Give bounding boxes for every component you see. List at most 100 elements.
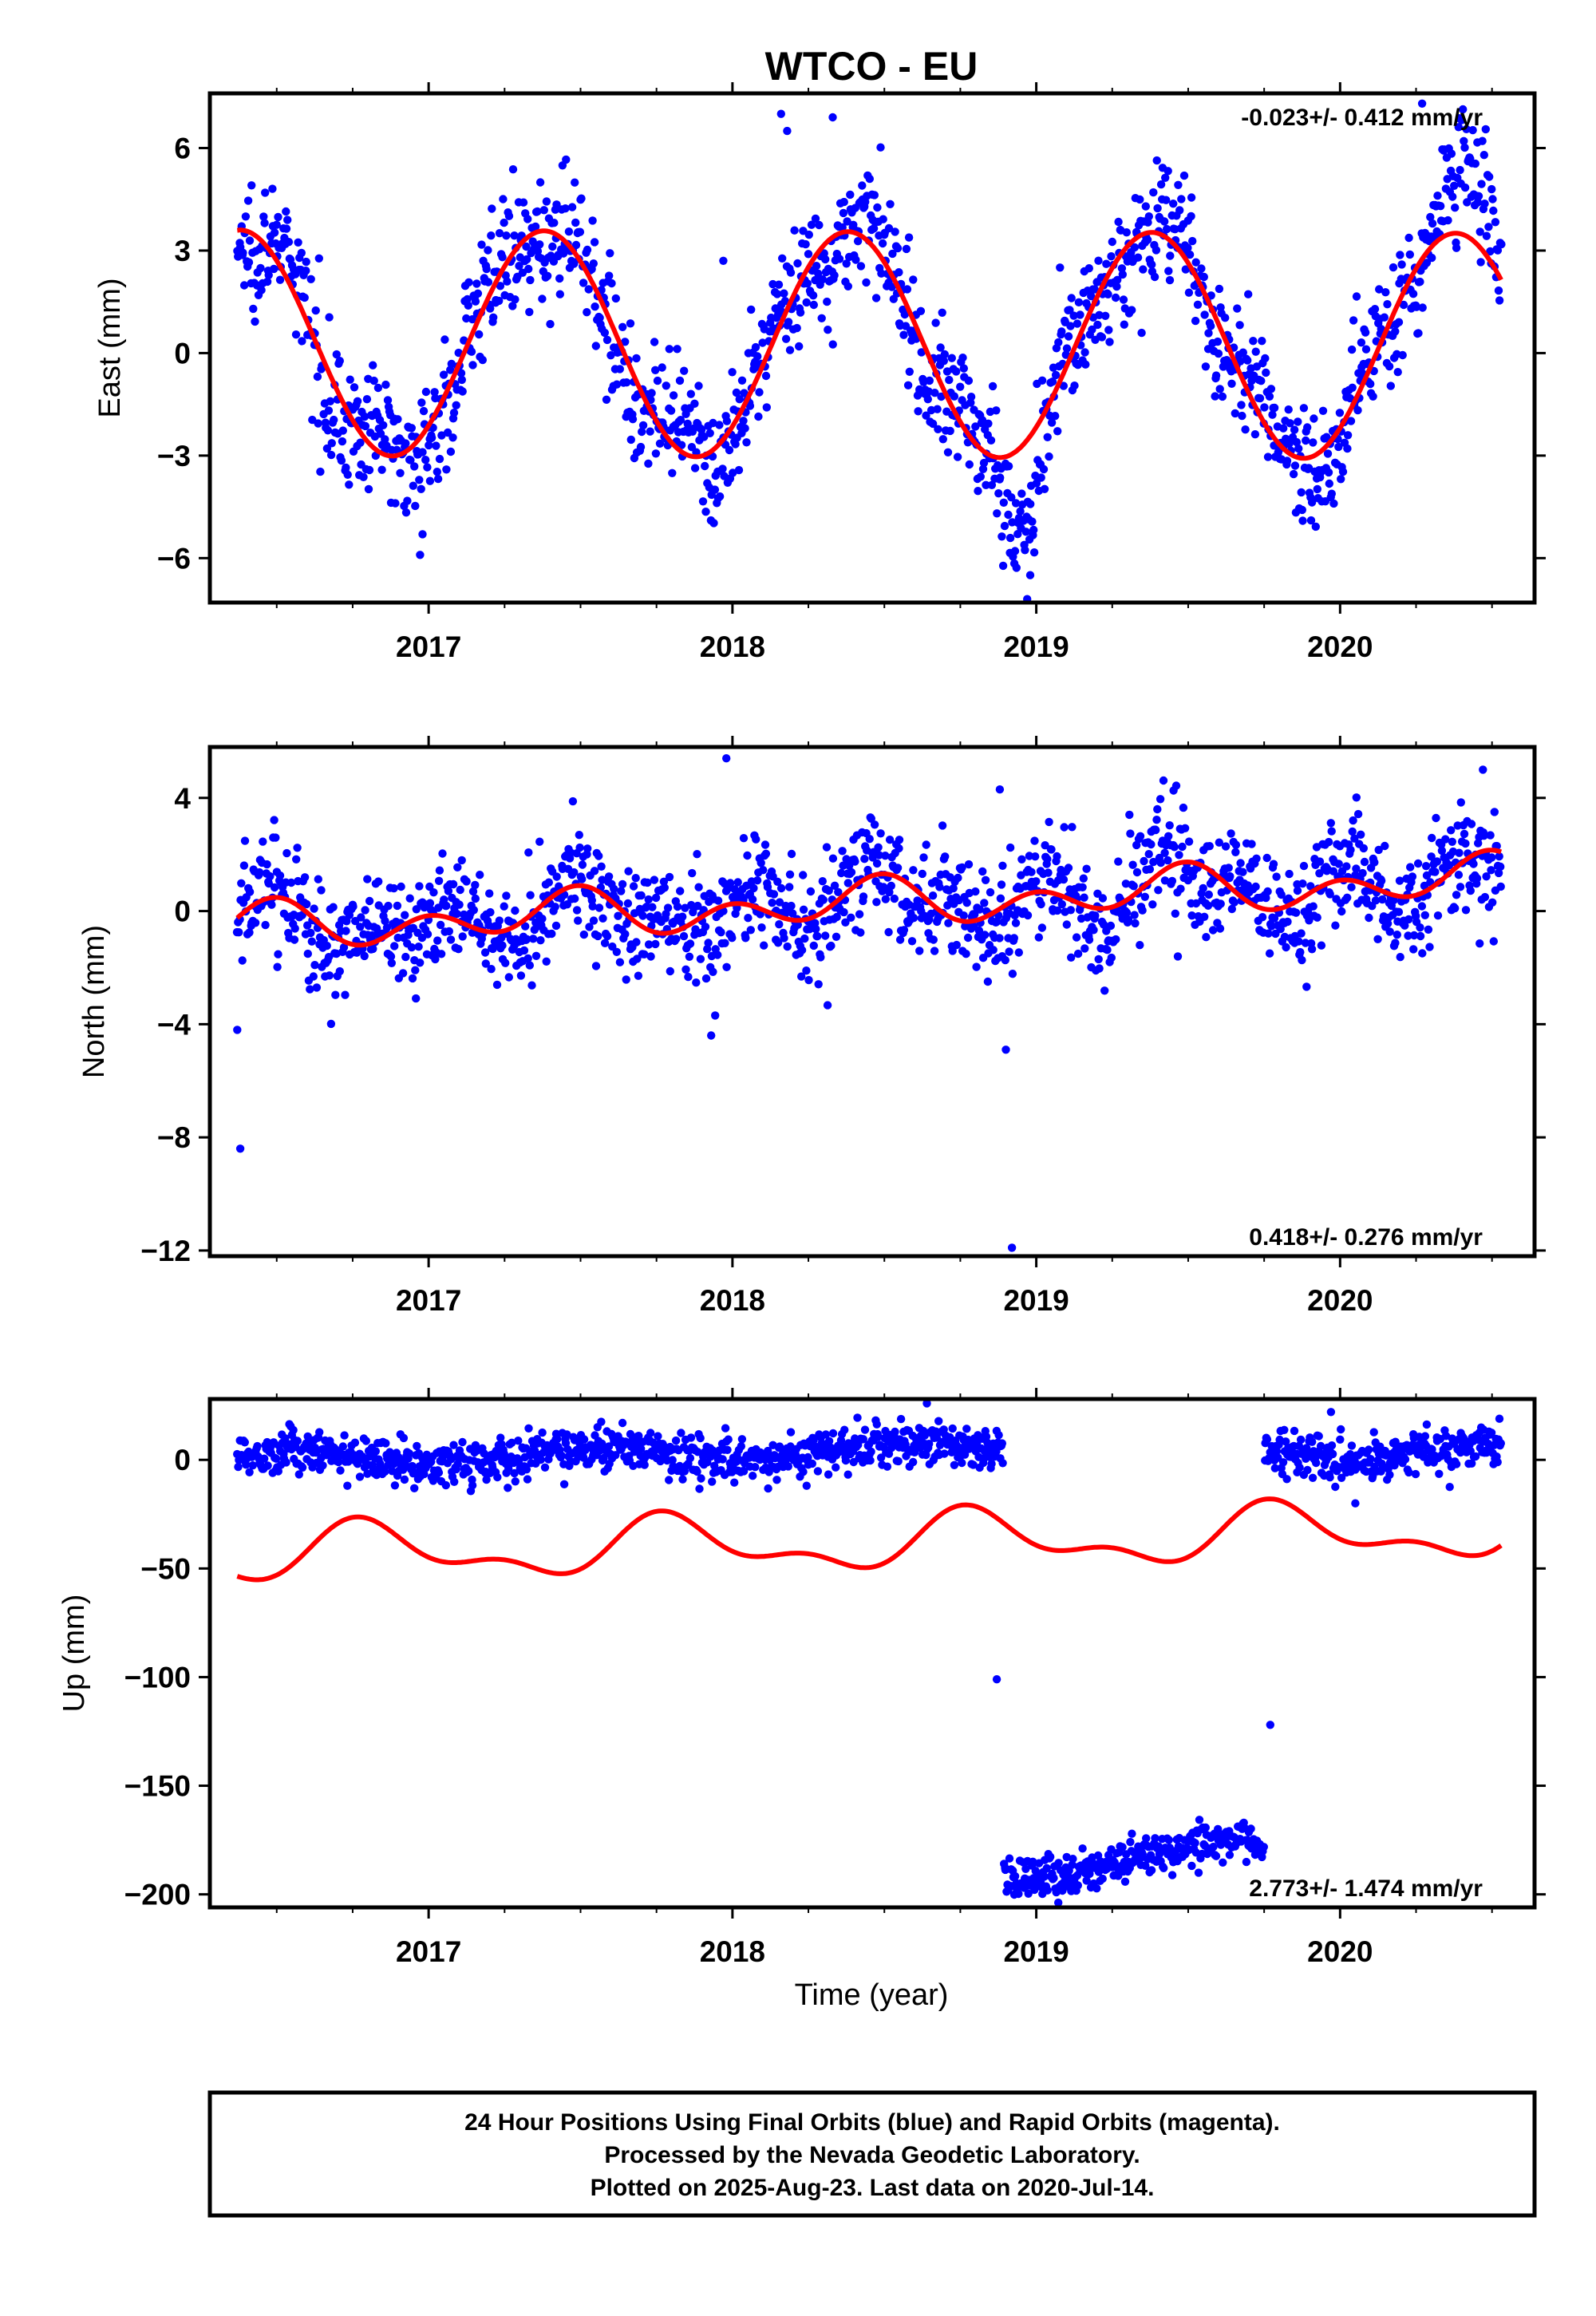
east-point [638,427,646,437]
east-point [1028,517,1037,526]
north-point [640,950,649,959]
east-point [740,389,749,397]
up-point [686,1433,696,1442]
north-x-tick-label: 2017 [396,1284,461,1317]
up-point [872,1420,882,1429]
north-point [1099,920,1108,929]
north-point [989,946,998,954]
east-point [812,262,821,271]
east-point [739,417,748,425]
north-point [523,954,532,963]
east-point [1460,183,1470,192]
east-point [701,461,709,471]
up-point [998,1439,1007,1448]
north-point [1467,820,1476,828]
east-point [1163,167,1172,176]
north-point [401,952,410,962]
up-point [1303,1465,1312,1475]
up-point [611,1451,620,1460]
north-point [531,951,541,961]
north-point [1066,906,1076,915]
east-point [780,289,788,298]
north-point [356,923,365,931]
east-point [555,274,564,283]
east-point [583,308,591,317]
up-point [1328,1449,1337,1459]
east-point [1017,489,1026,498]
east-point [1037,376,1047,385]
north-point [1416,923,1424,932]
north-point [521,922,530,931]
up-point [832,1463,840,1472]
north-point [408,974,417,983]
north-point [855,910,864,919]
north-point [684,972,693,982]
east-point [595,314,604,322]
north-point [769,890,779,899]
east-point [976,472,986,481]
east-point [1141,202,1151,211]
north-point [975,905,984,914]
east-point [1029,548,1039,557]
north-point [1416,931,1425,941]
east-point [261,188,270,197]
up-point [948,1424,957,1433]
east-point [1488,195,1497,204]
east-point [365,465,374,475]
north-point [634,971,643,980]
east-point [1143,235,1152,244]
north-point [578,860,587,869]
up-point [263,1461,272,1470]
east-point [1459,105,1468,114]
east-point [778,254,787,263]
east-point [452,401,460,409]
north-point [1230,898,1239,907]
north-point [1216,899,1225,908]
north-point [1370,858,1379,867]
north-point [1265,949,1274,958]
north-point [444,927,453,936]
north-y-tick-label: −12 [140,1235,191,1267]
up-point [538,1428,547,1437]
north-point [527,981,536,990]
east-point [583,245,592,255]
east-point [443,428,452,437]
north-point [713,951,722,959]
north-point [267,900,276,909]
up-point [1295,1463,1304,1472]
north-point [775,898,784,907]
north-point [832,932,841,942]
north-point [1444,860,1454,870]
up-point [1092,1884,1101,1893]
north-point [837,868,846,878]
east-point [1307,498,1317,507]
east-point [1107,252,1116,261]
east-point [259,212,268,221]
east-point [1169,200,1178,208]
north-point [1313,913,1321,922]
up-point [1278,1458,1288,1467]
north-point [651,893,661,903]
east-point [790,226,799,235]
north-point [821,931,830,940]
east-point [1026,500,1035,508]
east-point [588,216,597,225]
north-point [760,941,768,950]
up-point [874,1433,883,1441]
north-point [322,941,331,951]
up-point [496,1433,505,1442]
north-point [293,844,302,852]
north-point [1023,911,1033,920]
up-outlier-point [1351,1499,1360,1508]
east-point [895,268,903,277]
east-point [1399,300,1408,310]
east-point [391,499,400,508]
east-point [1080,348,1089,357]
east-point [282,224,291,233]
east-point [571,178,579,187]
east-point [316,467,325,476]
east-point [1238,411,1246,421]
north-point [749,883,758,893]
north-point [847,868,856,877]
